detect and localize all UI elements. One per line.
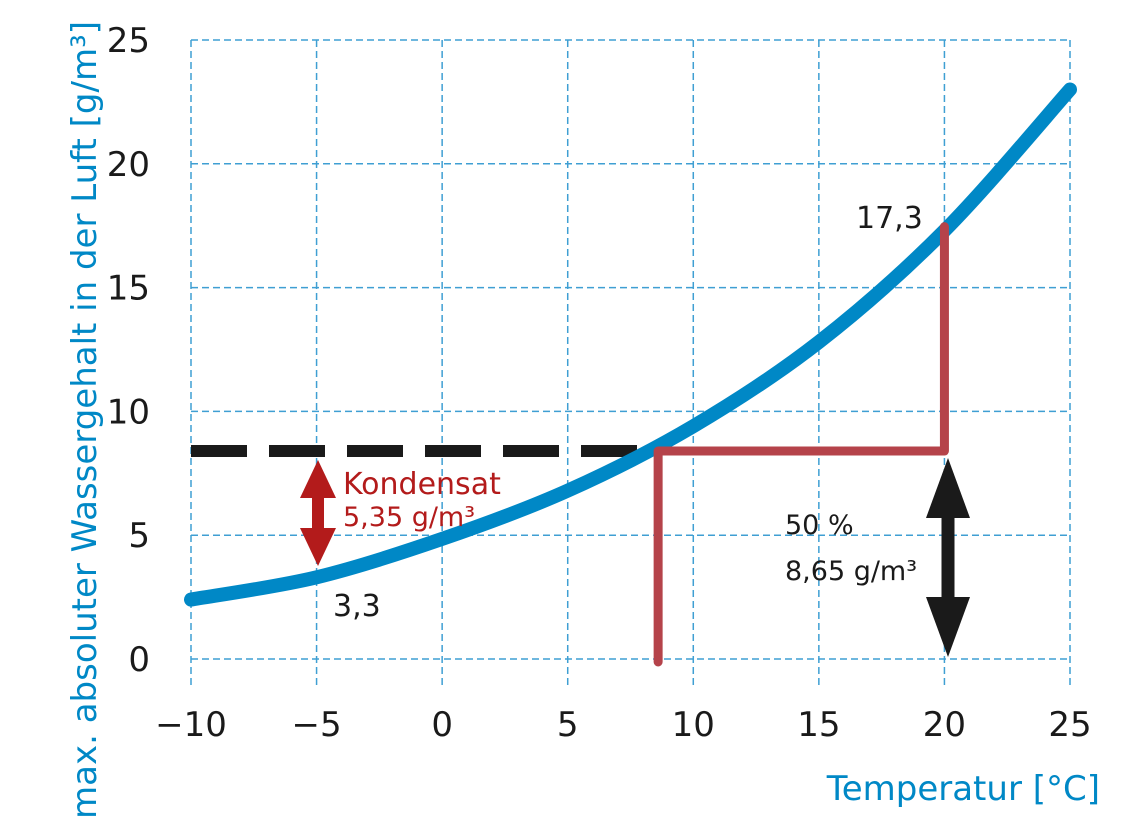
- kondensat-label: Kondensat: [343, 467, 501, 502]
- kondensat-arrow-head-down: [300, 528, 336, 566]
- humidity-value: 8,65 g/m³: [785, 556, 917, 587]
- x-tick-label: −10: [155, 705, 227, 745]
- dew-point-path: [653, 222, 949, 667]
- kondensat-arrow-head-up: [300, 460, 336, 498]
- humidity-label: 50 %: [785, 510, 854, 541]
- y-tick-label: 20: [107, 145, 150, 185]
- y-axis-title: max. absoluter Wassergehalt in der Luft …: [65, 21, 105, 816]
- y-tick-label: 10: [107, 392, 150, 432]
- x-tick-label: 0: [431, 705, 453, 745]
- humidity-arrow-head-up: [926, 458, 970, 518]
- kondensat-value: 5,35 g/m³: [343, 502, 475, 533]
- label-3-3: 3,3: [333, 589, 381, 624]
- grid: [190, 39, 1071, 689]
- x-tick-label: 20: [923, 705, 966, 745]
- label-17-3: 17,3: [856, 201, 923, 236]
- x-axis-title: Temperatur [°C]: [826, 769, 1100, 809]
- x-tick-label: −5: [292, 705, 342, 745]
- x-tick-label: 25: [1048, 705, 1091, 745]
- tick-labels: −10 −5 0 5 10 15 20 25 0 5 10 15 20 25: [107, 21, 1092, 745]
- y-tick-label: 5: [128, 516, 150, 556]
- y-tick-label: 25: [107, 21, 150, 61]
- x-tick-label: 10: [672, 705, 715, 745]
- x-tick-label: 15: [797, 705, 840, 745]
- y-tick-label: 0: [128, 640, 150, 680]
- humidity-arrow-head-down: [926, 597, 970, 657]
- chart-marks: [184, 82, 1077, 667]
- x-tick-label: 5: [557, 705, 579, 745]
- y-tick-label: 15: [107, 269, 150, 309]
